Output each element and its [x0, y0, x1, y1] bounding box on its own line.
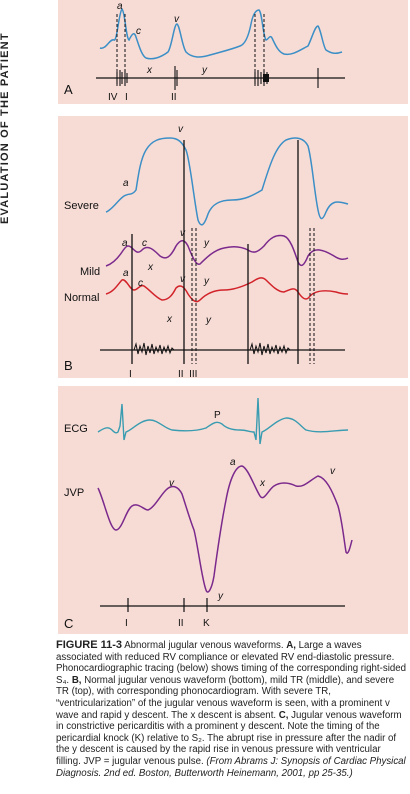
panel-b-label-normal: Normal: [64, 292, 99, 304]
panel-b-mild-a: a: [122, 238, 128, 249]
panel-a-sound-i: I: [125, 92, 128, 103]
caption-text-3: Normal jugular venous waveform (bottom),…: [56, 674, 395, 721]
panel-a-dashed-guides: [116, 14, 265, 86]
panel-c-sound-k: K: [203, 618, 210, 629]
panel-a-label-y: y: [201, 65, 208, 76]
panel-b-mild-trace: [105, 234, 349, 267]
panel-b-normal-a: a: [123, 268, 129, 279]
panel-b-label-mild: Mild: [80, 266, 100, 278]
panel-a-letter: A: [64, 82, 73, 97]
panel-b-mild-x: x: [147, 262, 154, 273]
panel-a-label-v: v: [174, 14, 180, 25]
panel-b-sound-ii-iii: II III: [178, 369, 197, 380]
panel-b-sound-i: I: [129, 369, 132, 380]
panel-c-label-v1: v: [169, 478, 175, 489]
panel-c-sound-ticks: [127, 598, 208, 612]
panel-b-severe-a: a: [123, 178, 129, 189]
panel-b-sound-lines: [131, 140, 299, 364]
panel-a-label-a: a: [117, 1, 123, 12]
panel-c: C ECG JVP P a v x v y I II K: [64, 397, 353, 631]
panel-c-letter: C: [64, 616, 73, 631]
panel-c-label-p: P: [214, 410, 221, 421]
panel-a-label-c: c: [136, 26, 141, 37]
panel-c-sound-i: I: [125, 618, 128, 629]
panel-b-normal-y: y: [203, 276, 210, 287]
panel-b-phono-murmur-1: [133, 342, 175, 356]
panel-c-label-a: a: [230, 457, 236, 468]
panel-b-normal-trace: [105, 277, 349, 303]
panel-c-label-ecg: ECG: [64, 423, 88, 435]
caption-bold-a: A,: [286, 640, 296, 651]
caption-bold-c: C,: [278, 709, 289, 721]
caption-text-4: Jugular venous waveform in constrictive …: [56, 709, 402, 767]
panel-a-sound-iv: IV: [108, 92, 118, 103]
panel-b-normal-v: v: [180, 274, 186, 285]
panel-c-label-v2: v: [330, 466, 336, 477]
panel-b-letter: B: [64, 358, 73, 373]
caption-figure-label: FIGURE 11-3: [56, 639, 123, 651]
panel-b-mild-y: y: [203, 238, 210, 249]
caption-text-1: Abnormal jugular venous waveforms.: [122, 640, 287, 651]
panel-c-label-y: y: [217, 591, 224, 602]
panel-c-background: [58, 386, 408, 634]
panel-b-normal-c: c: [138, 278, 143, 289]
panel-a-jvp-trace: [99, 7, 343, 60]
figure-illustration: A a c v x y IV I II B Severe Mild Normal…: [64, 1, 353, 631]
panel-b-mild-c: c: [142, 238, 147, 249]
caption-bold-b: B,: [71, 674, 82, 686]
panel-b-normal-x: x: [166, 314, 173, 325]
panel-c-ecg-trace: [97, 397, 349, 445]
caption-source: (From Abrams J: Synopsis of Cardiac Phys…: [56, 755, 406, 779]
panel-a: A a c v x y IV I II: [64, 1, 345, 103]
panel-a-label-x: x: [146, 65, 153, 76]
panel-b-phono-murmur-2: [249, 342, 291, 356]
panel-c-label-jvp: JVP: [64, 487, 84, 499]
panel-c-label-x: x: [259, 478, 266, 489]
figure-caption: FIGURE 11-3 Abnormal jugular venous wave…: [56, 639, 407, 779]
panel-b-label-severe: Severe: [64, 200, 99, 212]
panel-b-mild-v: v: [180, 228, 186, 239]
panel-a-background: [58, 0, 408, 104]
panel-b-severe-v: v: [178, 124, 184, 135]
panel-b-dashed-guides: [191, 228, 315, 364]
panel-b-normal-y2: y: [205, 315, 212, 326]
panel-c-sound-ii: II: [178, 618, 184, 629]
panel-b-severe-trace: [105, 137, 349, 226]
panel-c-jvp-trace: [97, 465, 353, 593]
panel-a-sound-ii: II: [171, 92, 177, 103]
caption-text-2: Large a waves associated with reduced RV…: [56, 640, 407, 686]
panel-b: B Severe Mild Normal a v a c x v y a c v…: [64, 124, 349, 380]
